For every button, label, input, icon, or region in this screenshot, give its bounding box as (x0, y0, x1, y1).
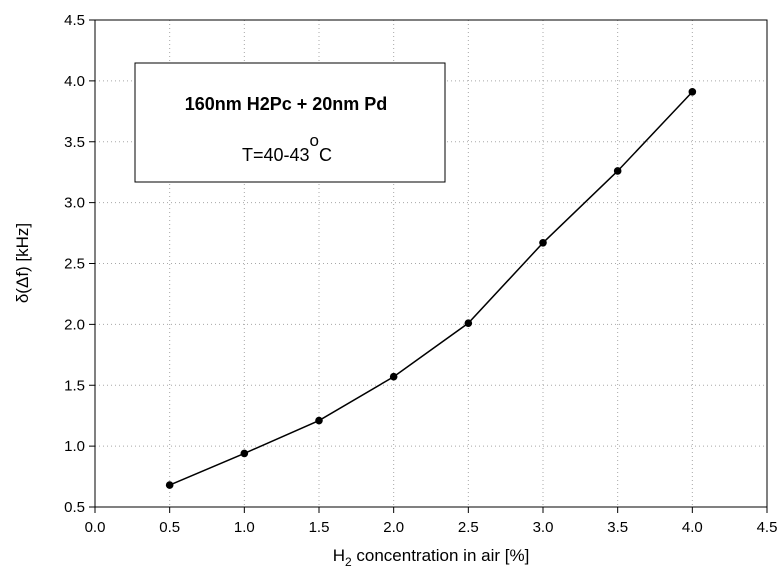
y-axis-title: δ(Δf) [kHz] (13, 223, 32, 303)
legend-frame (134, 62, 446, 183)
data-point (464, 319, 473, 327)
legend-line-1: 160nm H2Pc + 20nm Pd (185, 94, 388, 114)
y-tick-label: 4.0 (64, 73, 85, 90)
legend-box: 160nm H2Pc + 20nm Pd T=40-43oC (134, 62, 446, 183)
y-tick-label: 0.5 (64, 499, 85, 516)
y-tick-label: 3.5 (64, 134, 85, 151)
x-tick-label: 0.5 (159, 519, 180, 536)
y-tick-label: 4.5 (64, 12, 85, 29)
data-point (240, 449, 249, 458)
data-point (539, 239, 547, 247)
series-group (165, 88, 697, 489)
data-point (315, 416, 323, 425)
x-tick-labels: 0.0 0.5 1.0 1.5 2.0 2.5 3.0 3.5 4.0 4.5 (85, 519, 778, 536)
data-point (165, 481, 174, 489)
x-tick-label: 0.0 (85, 519, 106, 536)
x-tick-label: 2.0 (383, 519, 404, 536)
x-tick-label: 4.5 (757, 519, 778, 536)
x-tick-label: 1.0 (234, 519, 255, 536)
data-point (688, 88, 697, 96)
legend-line-2: T=40-43oC (242, 131, 332, 165)
data-point (613, 167, 622, 175)
y-tick-label: 2.5 (64, 256, 85, 273)
y-tick-labels: 0.5 1.0 1.5 2.0 2.5 3.0 3.5 4.0 4.5 (64, 12, 85, 516)
y-tick-label: 1.5 (64, 377, 85, 394)
y-tick-label: 1.0 (64, 438, 85, 455)
y-tick-label: 3.0 (64, 195, 85, 212)
x-tick-label: 4.0 (682, 519, 703, 536)
x-tick-label: 3.5 (607, 519, 628, 536)
series-line (169, 91, 693, 486)
x-tick-label: 1.5 (309, 519, 330, 536)
axis-ticks (89, 19, 768, 513)
x-axis-title: H2 concentration in air [%] (333, 546, 530, 569)
x-tick-label: 2.5 (458, 519, 479, 536)
data-point (389, 372, 398, 381)
x-tick-label: 3.0 (533, 519, 554, 536)
y-tick-label: 2.0 (64, 316, 85, 333)
